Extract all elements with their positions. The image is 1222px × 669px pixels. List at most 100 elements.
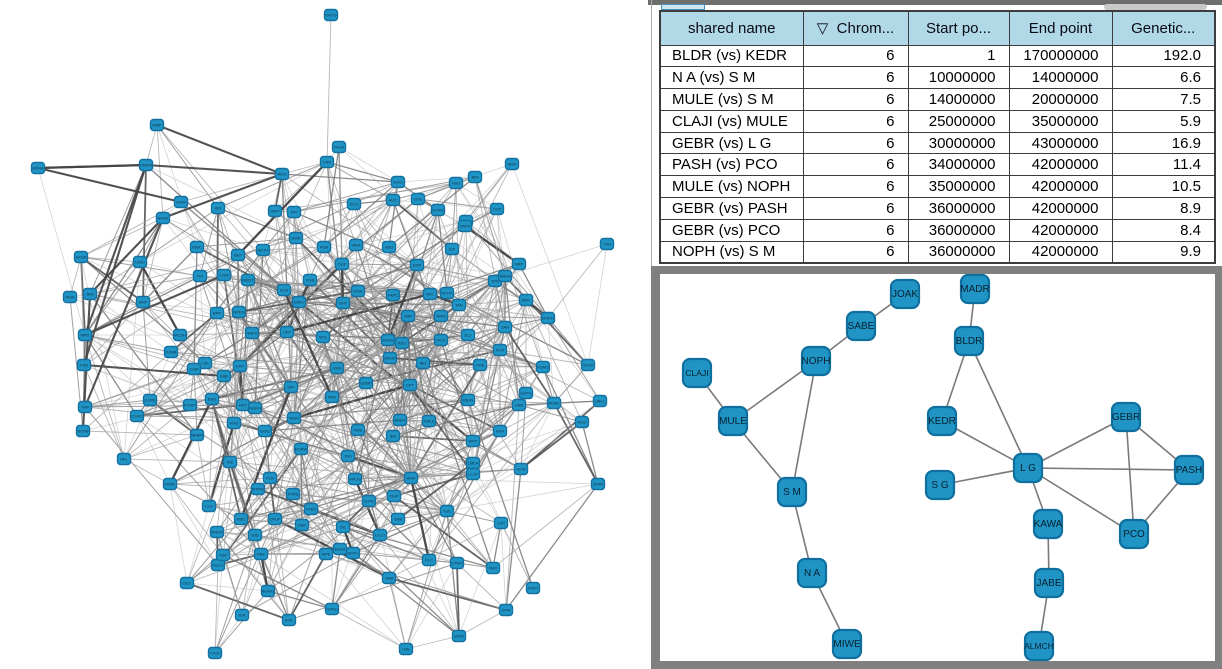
svg-text:NKIF: NKIF (507, 162, 517, 167)
svg-text:HOT: HOT (239, 403, 248, 408)
svg-text:NOPH: NOPH (802, 356, 831, 367)
svg-text:TOK: TOK (219, 553, 227, 558)
svg-text:OLC: OLC (425, 558, 433, 563)
svg-text:GJP: GJP (497, 521, 505, 526)
svg-text:JBEL: JBEL (236, 517, 246, 522)
svg-text:KEB: KEB (354, 428, 362, 433)
svg-text:UOBD: UOBD (360, 381, 372, 386)
svg-text:SETH: SETH (258, 248, 269, 253)
svg-text:MMP: MMP (152, 123, 162, 128)
svg-text:NGKH: NGKH (249, 406, 261, 411)
svg-text:DBK: DBK (298, 523, 307, 528)
svg-text:GWR: GWR (291, 236, 301, 241)
svg-text:PCO: PCO (1123, 529, 1145, 540)
svg-text:JABE: JABE (1036, 578, 1061, 589)
svg-text:OHT: OHT (339, 301, 348, 306)
svg-text:DOPH: DOPH (542, 316, 554, 321)
svg-text:RDU: RDU (398, 341, 407, 346)
svg-text:BPR: BPR (522, 298, 530, 303)
svg-text:NRP: NRP (515, 262, 524, 267)
svg-text:IIDI: IIDI (215, 206, 221, 211)
svg-text:BDML: BDML (548, 401, 560, 406)
svg-text:FSOT: FSOT (528, 586, 539, 591)
svg-text:MIWE: MIWE (833, 639, 861, 650)
svg-text:FIHP: FIHP (389, 494, 398, 499)
svg-text:PBE: PBE (257, 552, 265, 557)
svg-text:MWT: MWT (270, 209, 280, 214)
svg-text:DSW: DSW (176, 200, 186, 205)
svg-text:FLWO: FLWO (537, 365, 548, 370)
svg-text:OCC: OCC (183, 581, 192, 586)
svg-text:SAN: SAN (501, 325, 509, 330)
svg-text:AHR: AHR (407, 476, 416, 481)
svg-text:ERNA: ERNA (32, 166, 43, 171)
svg-text:GPKU: GPKU (326, 607, 337, 612)
svg-text:SJD: SJD (251, 533, 259, 538)
svg-text:BNEG: BNEG (394, 418, 405, 423)
svg-text:L G: L G (1020, 463, 1036, 474)
svg-text:GON: GON (516, 467, 525, 472)
svg-text:OULC: OULC (212, 563, 223, 568)
svg-text:IBG: IBG (420, 361, 427, 366)
svg-text:SRHO: SRHO (384, 356, 396, 361)
svg-text:KJMB: KJMB (166, 350, 177, 355)
svg-text:GEBR: GEBR (1112, 412, 1140, 423)
svg-text:OHTG: OHTG (325, 13, 337, 18)
svg-text:AUC: AUC (389, 198, 398, 203)
svg-text:WBJ: WBJ (385, 245, 393, 250)
svg-text:TPO: TPO (491, 279, 499, 284)
svg-text:MADR: MADR (960, 284, 989, 295)
svg-text:PEW: PEW (65, 295, 74, 300)
svg-text:BUWG: BUWG (262, 589, 274, 594)
svg-text:NWI: NWI (489, 566, 497, 571)
svg-text:GWLI: GWLI (260, 429, 270, 434)
svg-text:FMLE: FMLE (424, 419, 435, 424)
svg-text:DESN: DESN (75, 255, 86, 260)
svg-text:GSB: GSB (394, 517, 403, 522)
svg-text:EPP: EPP (236, 364, 244, 369)
svg-text:MULE: MULE (719, 416, 747, 427)
svg-text:OJTE: OJTE (364, 499, 375, 504)
svg-text:UGU: UGU (414, 197, 423, 202)
svg-text:OCP: OCP (493, 207, 502, 212)
svg-text:MKDT: MKDT (242, 278, 254, 283)
svg-text:GFM: GFM (502, 608, 511, 613)
svg-text:LELO: LELO (375, 533, 385, 538)
svg-text:WPT: WPT (469, 439, 478, 444)
svg-text:PASH: PASH (1176, 465, 1203, 476)
svg-text:PRD: PRD (328, 395, 337, 400)
svg-text:TSH: TSH (603, 242, 611, 247)
svg-text:BLDR: BLDR (956, 336, 983, 347)
svg-text:SABE: SABE (848, 321, 875, 332)
svg-text:KGB: KGB (306, 278, 315, 283)
svg-text:OJW: OJW (190, 367, 199, 372)
svg-text:JGNI: JGNI (332, 366, 341, 371)
svg-text:PTRS: PTRS (288, 492, 299, 497)
svg-text:NTKW: NTKW (252, 487, 264, 492)
svg-text:JNS: JNS (344, 454, 352, 459)
svg-text:RPP: RPP (213, 311, 222, 316)
svg-text:BKBM: BKBM (191, 433, 202, 438)
svg-text:LME: LME (402, 647, 411, 652)
svg-text:KMT: KMT (139, 300, 148, 305)
svg-text:IDBC: IDBC (192, 245, 202, 250)
svg-text:TAN: TAN (455, 303, 463, 308)
svg-text:SPBJ: SPBJ (454, 634, 464, 639)
svg-text:MCSH: MCSH (174, 333, 186, 338)
svg-text:CPT: CPT (406, 383, 415, 388)
svg-text:RRDP: RRDP (211, 530, 223, 535)
svg-text:JAM: JAM (385, 576, 393, 581)
svg-text:KBII: KBII (452, 181, 460, 186)
svg-text:FSB: FSB (80, 363, 88, 368)
svg-text:IBM: IBM (471, 175, 478, 180)
svg-text:FFEF: FFEF (306, 507, 317, 512)
svg-text:NGM: NGM (289, 416, 298, 421)
svg-text:DCU: DCU (350, 202, 359, 207)
svg-text:GJMD: GJMD (144, 398, 155, 403)
svg-text:RNIB: RNIB (165, 482, 175, 487)
svg-text:TUC: TUC (443, 509, 451, 514)
svg-text:WSC: WSC (577, 420, 586, 425)
svg-text:LMLA: LMLA (468, 461, 479, 466)
svg-text:DDP: DDP (413, 263, 422, 268)
svg-text:EBG: EBG (208, 397, 216, 402)
